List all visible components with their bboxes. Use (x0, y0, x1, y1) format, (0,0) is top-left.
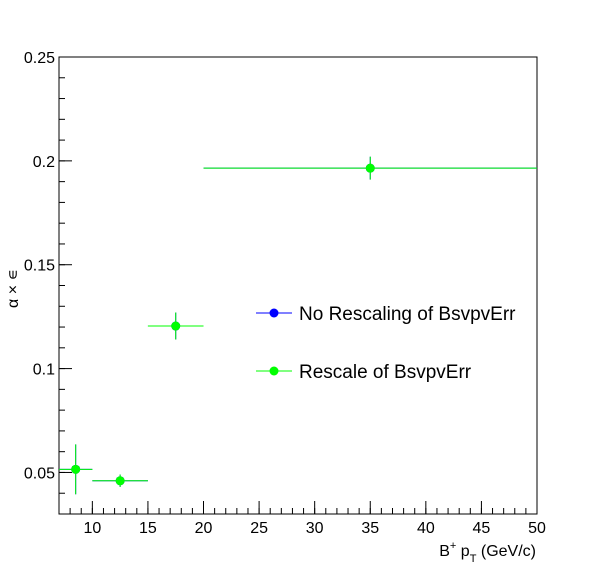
x-tick-label: 10 (83, 520, 101, 537)
legend-marker-no-rescaling (269, 308, 279, 318)
y-tick-label: 0.1 (33, 362, 55, 379)
x-axis-label-sub: T (470, 553, 477, 565)
series-0 (59, 156, 537, 495)
legend-label-no-rescaling: No Rescaling of BsvpvErr (299, 304, 516, 325)
y-tick-label: 0.25 (24, 50, 55, 67)
x-axis-label: B+ pT (GeV/c) (439, 540, 536, 565)
legend-label-rescale: Rescale of BsvpvErr (299, 362, 472, 383)
legend-marker-rescale (269, 366, 279, 376)
y-tick-label: 0.15 (24, 258, 55, 275)
y-tick-label: 0.2 (33, 154, 55, 171)
x-minor-ticks (58, 508, 538, 514)
y-tick-label: 0.05 (24, 465, 55, 482)
x-tick-label: 20 (195, 520, 213, 537)
data-point (171, 321, 181, 331)
x-tick-label: 15 (139, 520, 157, 537)
series-1 (59, 156, 537, 495)
y-axis-label: α × ∊ (5, 269, 22, 308)
plot-frame (58, 56, 538, 515)
x-axis-label-tail: (GeV/c) (476, 543, 536, 560)
legend: No Rescaling of BsvpvErr Rescale of Bsvp… (256, 304, 516, 383)
data-point (115, 476, 125, 486)
y-minor-ticks (59, 56, 65, 515)
data-point (71, 464, 81, 474)
x-tick-label: 25 (250, 520, 268, 537)
x-tick-label: 30 (306, 520, 324, 537)
data-point (365, 163, 375, 173)
x-tick-label: 50 (528, 520, 546, 537)
x-axis-label-base: B (439, 543, 450, 560)
x-axis-label-mid: p (456, 543, 469, 560)
x-axis-label-sup: + (450, 540, 456, 552)
x-tick-label: 40 (417, 520, 435, 537)
series-layer (59, 156, 537, 495)
x-tick-label: 45 (473, 520, 491, 537)
x-tick-label: 35 (361, 520, 379, 537)
x-axis-ticks: 10 15 20 25 30 35 40 45 50 (83, 501, 546, 537)
y-axis-ticks: 0.05 0.1 0.15 0.2 0.25 (24, 50, 72, 482)
